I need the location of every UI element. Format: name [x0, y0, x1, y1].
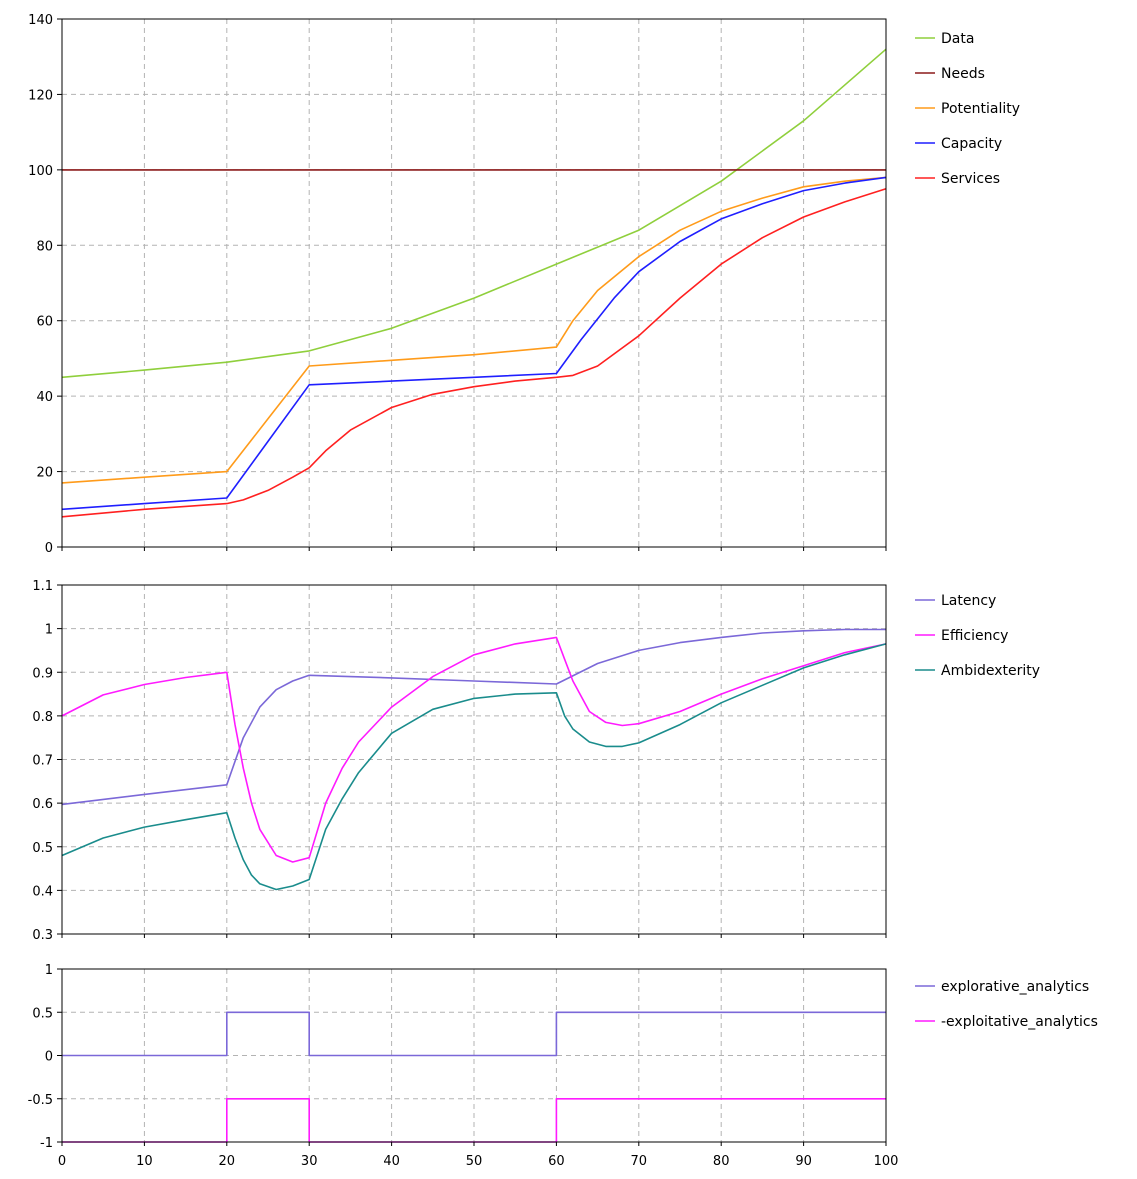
y-tick-label: 0.5 [32, 841, 53, 856]
y-tick-label: 1 [45, 623, 53, 638]
y-tick-label: -0.5 [28, 1093, 53, 1108]
y-tick-label: 0.4 [32, 884, 53, 899]
y-tick-label: 0.8 [32, 710, 53, 725]
chart-panel-2: Latency Efficiency Ambidexterity 0.3 0.4 0.5 0… [32, 579, 1040, 943]
x-tick-label: 100 [874, 1154, 899, 1169]
legend-label: Potentiality [941, 101, 1020, 117]
y-tick-label: -1 [40, 1136, 53, 1151]
series-line-capacity [61, 176, 887, 511]
series-line-explorative-analytics [62, 1011, 886, 1057]
x-tick-label: 0 [58, 1154, 66, 1169]
y-tick-label: 40 [36, 390, 53, 405]
y-tick-label: 0 [45, 541, 53, 556]
y-tick-label: 1 [45, 963, 53, 978]
series-line--exploitative-analytics [62, 1098, 886, 1143]
y-tick-label: 100 [28, 164, 53, 179]
y-tick-label: 0.3 [32, 928, 53, 943]
series-line-services [61, 187, 887, 518]
x-tick-label: 50 [466, 1154, 483, 1169]
legend-label: Services [941, 171, 1000, 187]
x-tick-label: 70 [631, 1154, 648, 1169]
legend-label: explorative_analytics [941, 979, 1089, 995]
x-tick-label: 80 [713, 1154, 730, 1169]
legend-label: Ambidexterity [941, 663, 1040, 679]
legend-label: Needs [941, 66, 985, 82]
series-line-ambidexterity [61, 643, 887, 891]
x-tick-label: 30 [301, 1154, 318, 1169]
y-tick-label: 0.9 [32, 666, 53, 681]
y-tick-label: 20 [36, 466, 53, 481]
y-tick-label: 80 [36, 239, 53, 254]
series-line-data [61, 48, 887, 379]
y-tick-label: 0.7 [32, 754, 53, 769]
series-line-potentiality [61, 176, 887, 484]
legend-label: Latency [941, 593, 996, 609]
legend-label: Data [941, 31, 974, 47]
series-line-latency [61, 628, 886, 806]
x-tick-label: 90 [795, 1154, 812, 1169]
series-line-efficiency [61, 636, 887, 863]
y-tick-label: 0.6 [32, 797, 53, 812]
chart-panel-1: Data Needs Potentiality Capacity Services 0 20… [28, 13, 1020, 556]
x-tick-label: 20 [219, 1154, 236, 1169]
y-tick-label: 60 [36, 315, 53, 330]
legend-label: -exploitative_analytics [941, 1014, 1098, 1030]
x-tick-label: 10 [136, 1154, 153, 1169]
y-tick-label: 1.1 [32, 579, 53, 594]
legend-label: Efficiency [941, 628, 1008, 644]
y-tick-label: 0 [45, 1050, 53, 1065]
y-tick-label: 120 [28, 88, 53, 103]
y-tick-label: 140 [28, 13, 53, 28]
x-tick-label: 40 [383, 1154, 400, 1169]
chart-panel-3: explorative_analytics -exploitative_analy… [28, 963, 1098, 1169]
y-tick-label: 0.5 [32, 1006, 53, 1021]
legend-label: Capacity [941, 136, 1002, 152]
x-tick-label: 60 [548, 1154, 565, 1169]
